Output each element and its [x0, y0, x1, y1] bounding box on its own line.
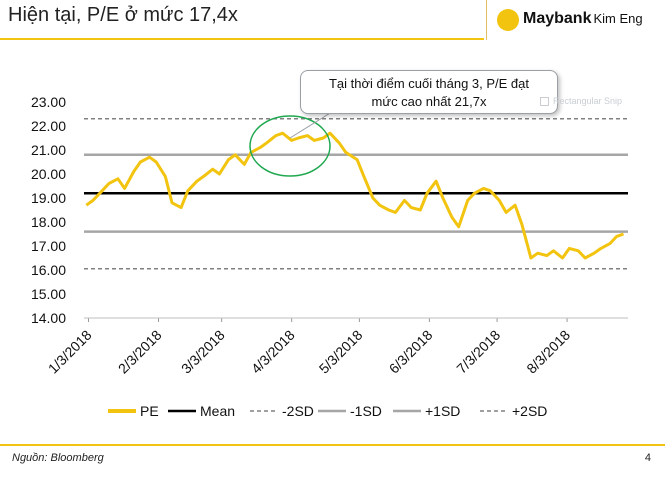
x-tick-label: 5/3/2018	[316, 327, 366, 377]
snip-overlay: Rectangular Snip	[540, 96, 660, 110]
y-tick-label: 22.00	[31, 118, 66, 134]
y-tick-label: 20.00	[31, 166, 66, 182]
slide-title: Hiện tại, P/E ở mức 17,4x	[8, 4, 238, 26]
x-tick-label: 4/3/2018	[248, 327, 298, 377]
x-tick-label: 1/3/2018	[45, 327, 95, 377]
source-note: Nguồn: Bloomberg	[12, 452, 104, 464]
pe-series	[85, 131, 624, 260]
pe-line	[85, 131, 624, 260]
y-tick-label: 18.00	[31, 214, 66, 230]
x-tick-label: 3/3/2018	[178, 327, 228, 377]
pe-chart: 14.00 15.00 16.00 17.00 18.00 19.00 20.00 21.00…	[31, 94, 628, 419]
x-tick-label: 6/3/2018	[386, 327, 436, 377]
y-tick-label: 16.00	[31, 262, 66, 278]
legend-label: -1SD	[350, 403, 382, 419]
logo-brand: Maybank	[523, 10, 592, 27]
legend-label: Mean	[200, 403, 235, 419]
snip-icon	[540, 97, 549, 107]
y-tick-label: 21.00	[31, 142, 66, 158]
x-axis: 1/3/2018 2/3/2018 3/3/2018 4/3/2018 5/3/2018…	[45, 317, 628, 377]
y-axis: 14.00 15.00 16.00 17.00 18.00 19.00 20.00 21.00…	[31, 94, 66, 326]
y-tick-label: 17.00	[31, 238, 66, 254]
footer-rule	[0, 444, 665, 446]
logo-wordmark: Maybank Kim Eng	[523, 10, 643, 28]
tiger-logo-icon	[497, 9, 519, 31]
title-rule	[0, 38, 484, 40]
legend-label: -2SD	[282, 403, 314, 419]
y-tick-label: 23.00	[31, 94, 66, 110]
peak-highlight-circle	[249, 115, 331, 177]
y-tick-label: 14.00	[31, 310, 66, 326]
callout-line-2: mức cao nhất 21,7x	[371, 94, 487, 109]
legend-label: PE	[140, 403, 159, 419]
chart-area: 14.00 15.00 16.00 17.00 18.00 19.00 20.00 21.00…	[0, 40, 665, 440]
snip-label: Rectangular Snip	[553, 96, 623, 106]
x-tick-label: 7/3/2018	[453, 327, 503, 377]
legend-label: +1SD	[425, 403, 460, 419]
callout-pointer	[289, 109, 336, 139]
legend: PE Mean -2SD -1SD +1SD +2SD	[108, 403, 547, 419]
logo-sub: Kim Eng	[593, 11, 643, 26]
reference-lines	[84, 118, 628, 270]
y-tick-label: 15.00	[31, 286, 66, 302]
callout-line-1: Tại thời điểm cuối tháng 3, P/E đạt	[328, 76, 530, 91]
y-tick-label: 19.00	[31, 190, 66, 206]
maybank-logo: Maybank Kim Eng	[486, 0, 665, 40]
page-number: 4	[644, 452, 651, 464]
legend-label: +2SD	[512, 403, 547, 419]
callout-box: Tại thời điểm cuối tháng 3, P/E đạt mức …	[300, 70, 558, 114]
x-tick-label: 8/3/2018	[523, 327, 573, 377]
x-tick-label: 2/3/2018	[115, 327, 165, 377]
